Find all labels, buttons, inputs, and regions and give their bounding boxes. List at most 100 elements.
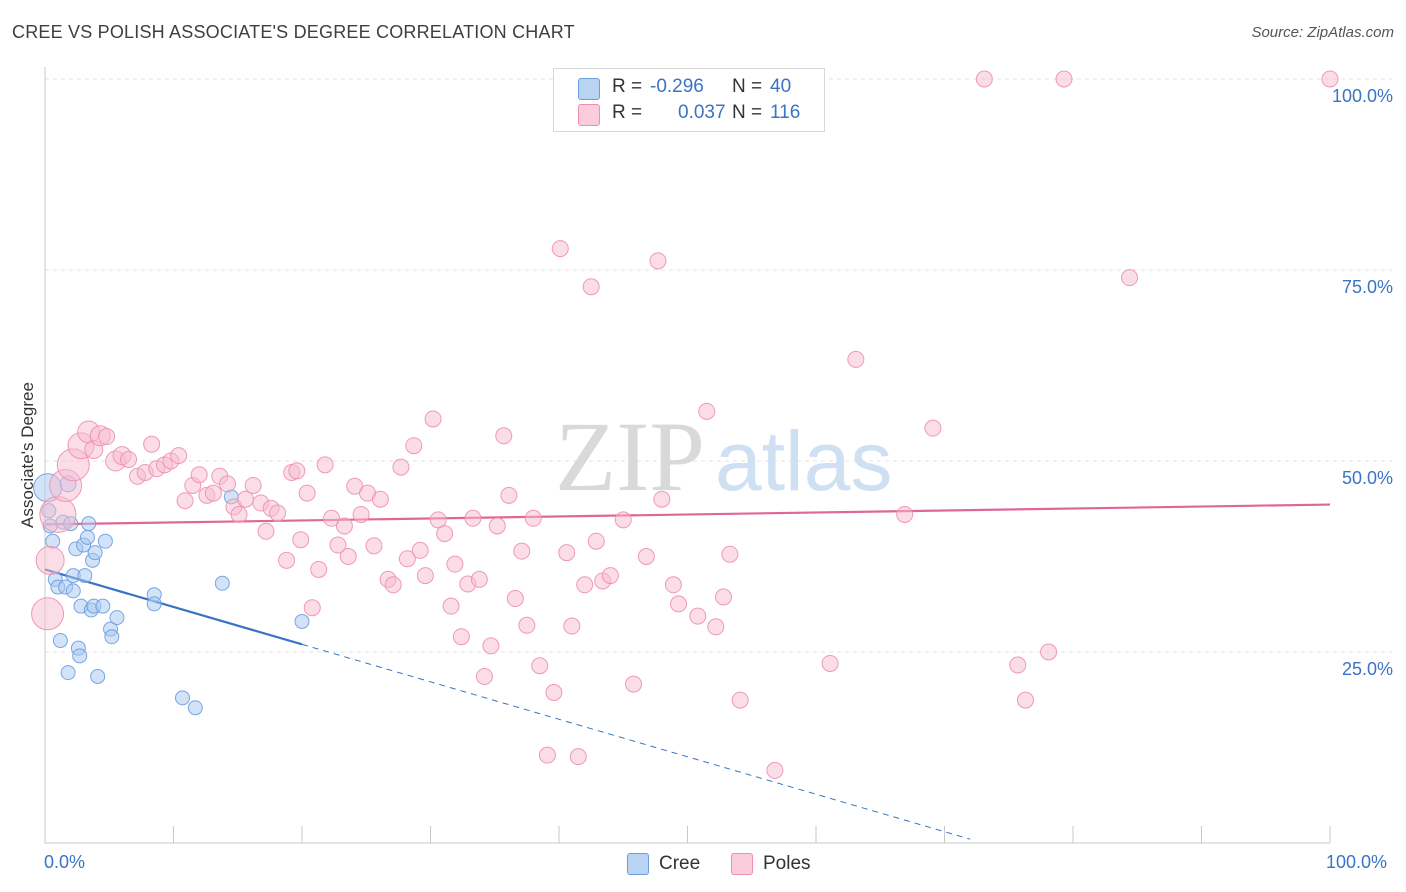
chart-title: CREE VS POLISH ASSOCIATE'S DEGREE CORREL… — [12, 22, 575, 42]
trend-line-extension-cree — [301, 643, 971, 840]
data-point-poles — [384, 576, 402, 594]
data-point-poles — [464, 509, 482, 527]
data-point-poles — [329, 536, 347, 554]
data-point-cree — [79, 529, 95, 545]
legend-swatch-poles — [578, 104, 600, 126]
source-label: Source: ZipAtlas.com — [1251, 24, 1394, 41]
data-point-poles — [576, 576, 594, 594]
y-tick-label: 100.0% — [1331, 86, 1393, 106]
data-point-poles — [698, 402, 716, 420]
trend-line-poles — [44, 503, 1331, 526]
legend-swatch-poles — [731, 853, 753, 875]
data-point-poles — [204, 484, 222, 502]
data-point-cree — [72, 648, 88, 664]
data-point-poles — [924, 419, 942, 437]
data-point-poles — [488, 517, 506, 535]
data-point-poles — [176, 492, 194, 510]
data-point-poles — [518, 616, 536, 634]
legend-n-value: 116 — [770, 102, 801, 123]
data-point-poles — [170, 447, 188, 465]
data-point-poles — [1121, 269, 1139, 287]
legend-n-label: N = — [732, 76, 763, 97]
data-point-poles — [1009, 656, 1027, 674]
data-point-cree — [95, 598, 111, 614]
data-point-poles — [500, 486, 518, 504]
data-point-poles — [411, 541, 429, 559]
data-point-poles — [436, 525, 454, 543]
legend-swatch-cree — [578, 78, 600, 100]
data-point-poles — [392, 458, 410, 476]
data-point-poles — [398, 550, 416, 568]
data-point-cree — [146, 596, 162, 612]
data-point-poles — [531, 657, 549, 675]
data-point-poles — [416, 567, 434, 585]
data-point-poles — [39, 495, 77, 533]
data-point-poles — [664, 576, 682, 594]
data-point-poles — [98, 428, 116, 446]
data-point-poles — [303, 599, 321, 617]
legend-r-label: R = — [612, 102, 643, 123]
data-point-poles — [120, 450, 138, 468]
data-point-poles — [766, 761, 784, 779]
x-tick-label: 0.0% — [44, 852, 86, 872]
data-point-poles — [714, 588, 732, 606]
data-point-poles — [278, 551, 296, 569]
data-point-poles — [470, 570, 488, 588]
y-tick-label: 50.0% — [1341, 468, 1393, 488]
data-point-poles — [569, 748, 587, 766]
data-point-poles — [31, 597, 65, 631]
legend-r-label: R = — [612, 76, 643, 97]
data-point-cree — [214, 575, 230, 591]
data-point-poles — [545, 683, 563, 701]
data-point-cree — [81, 516, 97, 532]
data-point-poles — [257, 522, 275, 540]
data-point-poles — [288, 462, 306, 480]
watermark-atlas: atlas — [715, 414, 892, 508]
data-point-poles — [35, 545, 65, 575]
data-point-poles — [551, 240, 569, 258]
data-point-poles — [601, 567, 619, 585]
data-point-cree — [90, 668, 106, 684]
data-point-poles — [538, 746, 556, 764]
legend-label-poles: Poles — [763, 853, 811, 874]
data-point-poles — [323, 509, 341, 527]
data-point-poles — [625, 675, 643, 693]
data-point-cree — [109, 610, 125, 626]
data-point-poles — [310, 560, 328, 578]
data-point-poles — [218, 475, 236, 493]
data-point-poles — [582, 278, 600, 296]
legend-n-value: 40 — [770, 76, 792, 97]
data-point-poles — [190, 466, 208, 484]
data-point-poles — [506, 590, 524, 608]
data-point-poles — [352, 505, 370, 523]
data-point-poles — [707, 618, 725, 636]
x-tick-label: 100.0% — [1326, 852, 1388, 872]
data-point-poles — [446, 555, 464, 573]
data-point-poles — [371, 490, 389, 508]
data-point-poles — [298, 484, 316, 502]
watermark: ZIP atlas — [555, 401, 892, 512]
data-point-poles — [475, 667, 493, 685]
data-point-cree — [97, 533, 113, 549]
legend-swatch-cree — [627, 853, 649, 875]
data-point-poles — [524, 509, 542, 527]
data-point-poles — [230, 505, 248, 523]
trend-lines — [44, 503, 1331, 840]
data-point-cree — [187, 700, 203, 716]
watermark-zip: ZIP — [555, 401, 705, 512]
data-point-poles — [1040, 643, 1058, 661]
legend-n-label: N = — [732, 102, 763, 123]
y-axis-label: Associate's Degree — [18, 382, 37, 528]
data-point-poles — [339, 548, 357, 565]
data-point-poles — [558, 544, 576, 562]
data-point-poles — [244, 476, 262, 494]
data-point-cree — [174, 690, 190, 706]
data-point-poles — [1321, 70, 1339, 88]
data-point-poles — [721, 545, 739, 563]
y-tick-label: 25.0% — [1341, 659, 1393, 679]
y-tick-label: 75.0% — [1341, 277, 1393, 297]
legend-label-cree: Cree — [659, 853, 701, 874]
data-point-poles — [452, 628, 470, 646]
stats-legend: R = -0.296 N = 40 R = 0.037 N = 116 — [553, 68, 825, 132]
